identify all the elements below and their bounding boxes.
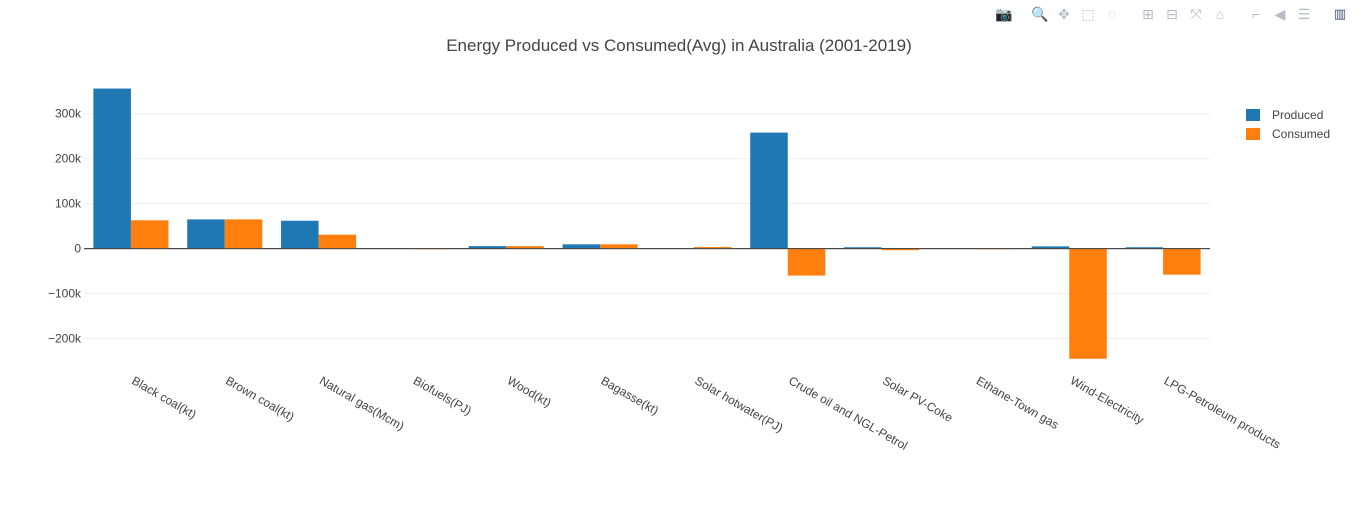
- bar-consumed[interactable]: [693, 247, 732, 249]
- x-tick-label: Solar PV-Coke: [880, 373, 955, 425]
- zoom-icon[interactable]: 🔍: [1031, 5, 1049, 22]
- bar-consumed[interactable]: [130, 220, 169, 249]
- modebar-group: 🔍 ✥ ⬚ ◌: [1028, 4, 1124, 24]
- y-axis-ticks: −200k −100k 0 100k 200k 300k: [48, 107, 82, 346]
- chart-title: Energy Produced vs Consumed(Avg) in Aust…: [446, 36, 912, 55]
- autoscale-icon[interactable]: ⤧: [1190, 5, 1202, 22]
- y-tick-label: −200k: [48, 332, 82, 346]
- x-tick-label: Ethane-Town gas: [974, 373, 1061, 431]
- y-tick-label: 100k: [55, 197, 82, 211]
- modebar-group: ⊞ ⊟ ⤧ ⌂: [1136, 4, 1232, 24]
- hover-closest-icon[interactable]: ◀: [1274, 5, 1286, 22]
- bar-consumed[interactable]: [1069, 248, 1107, 359]
- y-tick-label: 0: [74, 242, 81, 256]
- x-tick-label: Solar hotwater(PJ): [692, 373, 785, 435]
- zoom-in-icon[interactable]: ⊞: [1142, 5, 1154, 22]
- spike-lines-icon[interactable]: ⌐: [1251, 6, 1261, 22]
- legend[interactable]: Produced Consumed: [1246, 108, 1330, 141]
- y-tick-label: 300k: [55, 107, 82, 121]
- bar-consumed[interactable]: [1163, 248, 1201, 275]
- bar-consumed[interactable]: [224, 219, 263, 249]
- modebar-group: ⌐ ◀ ☰: [1244, 4, 1316, 24]
- bar-consumed[interactable]: [506, 246, 544, 249]
- legend-label-produced[interactable]: Produced: [1272, 108, 1323, 122]
- x-tick-label: Wind-Electricity: [1068, 373, 1147, 426]
- x-axis-ticks: Black coal(kt) Brown coal(kt) Natural gas(…: [129, 373, 1283, 452]
- bar-consumed[interactable]: [318, 234, 357, 249]
- legend-label-consumed[interactable]: Consumed: [1272, 127, 1330, 141]
- modebar-group: 📷: [992, 4, 1016, 24]
- bar-produced[interactable]: [1125, 247, 1164, 249]
- box-select-icon[interactable]: ⬚: [1081, 5, 1095, 22]
- x-tick-label: Biofuels(PJ): [411, 373, 474, 417]
- y-tick-label: 200k: [55, 152, 82, 166]
- bar-produced[interactable]: [1031, 246, 1070, 249]
- x-tick-label: Wood(kt): [505, 373, 554, 409]
- reset-axes-icon[interactable]: ⌂: [1215, 6, 1225, 22]
- hover-compare-icon[interactable]: ☰: [1297, 5, 1311, 22]
- bar-produced[interactable]: [844, 247, 882, 249]
- y-tick-label: −100k: [48, 287, 82, 301]
- bars: [84, 88, 1210, 359]
- legend-swatch-consumed[interactable]: [1246, 128, 1260, 140]
- pan-icon[interactable]: ✥: [1058, 5, 1070, 22]
- x-tick-label: Bagasse(kt): [599, 373, 661, 417]
- x-tick-label: Natural gas(Mcm): [317, 373, 407, 433]
- lasso-select-icon[interactable]: ◌: [1107, 6, 1117, 22]
- plotly-logo-icon[interactable]: ▥: [1333, 6, 1347, 21]
- modebar: 📷 🔍 ✥ ⬚ ◌ ⊞ ⊟ ⤧ ⌂ ⌐ ◀ ☰ ▥: [980, 4, 1352, 24]
- bar-consumed[interactable]: [881, 248, 920, 251]
- bar-consumed[interactable]: [600, 244, 638, 249]
- bar-produced[interactable]: [187, 219, 225, 249]
- legend-swatch-produced[interactable]: [1246, 109, 1260, 121]
- bar-produced[interactable]: [93, 88, 131, 249]
- modebar-group: ▥: [1328, 4, 1352, 24]
- camera-icon[interactable]: 📷: [995, 5, 1013, 22]
- x-tick-label: Brown coal(kt): [223, 373, 296, 423]
- x-tick-label: LPG-Petroleum products: [1162, 373, 1283, 451]
- x-tick-label: Black coal(kt): [129, 373, 198, 421]
- bar-produced[interactable]: [562, 244, 601, 249]
- bar-produced[interactable]: [281, 220, 319, 249]
- bar-consumed[interactable]: [787, 248, 826, 276]
- zoom-out-icon[interactable]: ⊟: [1166, 5, 1178, 22]
- bar-produced[interactable]: [750, 132, 788, 249]
- bar-produced[interactable]: [468, 246, 507, 249]
